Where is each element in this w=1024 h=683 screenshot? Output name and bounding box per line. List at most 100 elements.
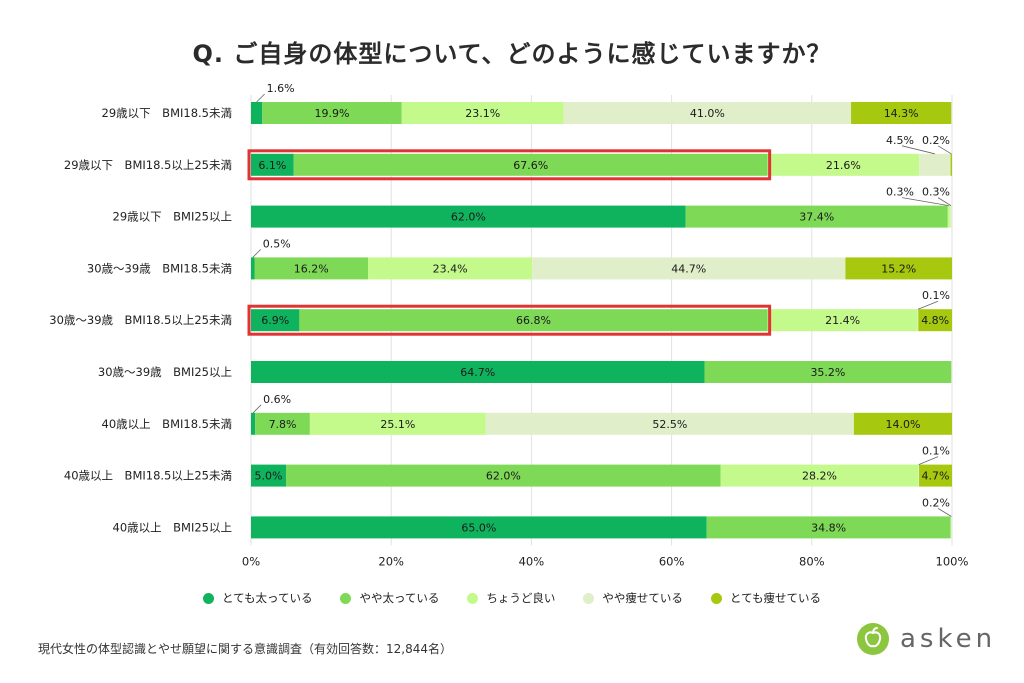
x-tick-label: 80% xyxy=(799,554,825,568)
x-tick-label: 20% xyxy=(378,554,404,568)
callout-label: 0.3% xyxy=(886,186,914,199)
row-label: 29歳以下 BMI25以上 xyxy=(113,210,232,224)
bars xyxy=(251,102,952,539)
row-labels: 29歳以下 BMI18.5未満 29歳以下 BMI18.5以上25未満 29歳以下 … xyxy=(49,106,232,534)
data-label: 34.8% xyxy=(811,521,846,534)
row-label: 30歳～39歳 BMI18.5未満 xyxy=(87,261,232,275)
callout-label: 0.2% xyxy=(922,134,950,147)
apple-logo-icon xyxy=(857,623,889,655)
bar-segment xyxy=(919,153,951,176)
data-label: 52.5% xyxy=(652,418,687,431)
data-label: 44.7% xyxy=(671,262,706,275)
legend-label: やや痩せている xyxy=(602,591,683,605)
bar-segment xyxy=(251,464,287,487)
data-label: 28.2% xyxy=(802,470,837,483)
bar-segment xyxy=(845,257,952,280)
bar-segment xyxy=(251,205,686,228)
callout-line xyxy=(937,197,952,206)
callout-line xyxy=(937,145,952,155)
callout-line xyxy=(918,456,939,465)
data-label: 25.1% xyxy=(380,418,415,431)
data-label: 62.0% xyxy=(486,470,521,483)
legend-swatch xyxy=(710,592,722,604)
data-label: 23.1% xyxy=(465,107,500,120)
data-label: 66.8% xyxy=(516,314,551,327)
legend-item: とても痩せている xyxy=(710,590,822,606)
row-label: 40歳以上 BMI25以上 xyxy=(113,520,232,534)
bar-segment xyxy=(251,516,707,539)
data-label: 14.3% xyxy=(884,107,919,120)
data-label: 16.2% xyxy=(294,262,329,275)
bar-segment xyxy=(767,153,920,176)
data-label: 14.0% xyxy=(885,418,920,431)
data-label: 5.0% xyxy=(255,470,283,483)
data-label: 67.6% xyxy=(513,159,548,172)
row-label: 29歳以下 BMI18.5以上25未満 xyxy=(64,158,232,172)
legend-item: やや太っている xyxy=(340,590,439,606)
data-labels: 19.9% 23.1% 41.0% 14.3% 1.6% 6.1% 67.6% 21.6% 4.… xyxy=(252,82,952,534)
bar-segment xyxy=(401,102,564,124)
bar-segment xyxy=(532,257,846,280)
callout-label: 0.5% xyxy=(263,237,291,250)
bar-segment xyxy=(720,464,919,487)
highlight-boxes xyxy=(247,149,772,336)
bar-segment xyxy=(947,205,950,228)
data-label: 6.1% xyxy=(258,159,286,172)
highlight-box xyxy=(247,304,772,336)
callout-label: 1.6% xyxy=(267,82,295,95)
bar-segment xyxy=(262,102,402,124)
bar-segment xyxy=(251,257,255,280)
legend-item: とても太っている xyxy=(202,590,313,606)
data-label: 62.0% xyxy=(451,211,486,224)
bar-segment xyxy=(918,309,952,332)
legend-item: ちょうど良い xyxy=(467,590,555,606)
bar-segment xyxy=(949,205,952,228)
callout-label: 0.3% xyxy=(922,186,950,199)
callout-line xyxy=(256,93,265,103)
bar-segment xyxy=(853,412,952,435)
bar-segment xyxy=(563,102,852,124)
data-label: 4.7% xyxy=(922,470,950,483)
x-tick-label: 40% xyxy=(519,554,545,568)
data-label: 41.0% xyxy=(690,107,725,120)
x-tick-label: 100% xyxy=(936,554,969,568)
bar-segment xyxy=(950,153,952,176)
row-label: 40歳以上 BMI18.5未満 xyxy=(102,417,232,431)
bar-segment xyxy=(368,257,533,280)
bar-segment xyxy=(685,205,948,228)
legend: とても太っている やや太っている ちょうど良い やや痩せている とても痩せている xyxy=(0,590,1024,606)
row-label: 29歳以下 BMI18.5未満 xyxy=(102,106,232,120)
data-label: 23.4% xyxy=(433,262,468,275)
data-label: 64.7% xyxy=(460,366,495,379)
legend-swatch xyxy=(202,592,214,604)
data-label: 21.6% xyxy=(826,159,861,172)
callout-line xyxy=(901,145,935,155)
legend-label: とても太っている xyxy=(221,591,313,605)
stacked-bar-chart: 19.9% 23.1% 41.0% 14.3% 1.6% 6.1% 67.6% 21.6% 4.… xyxy=(49,82,969,568)
bar-segment xyxy=(255,412,310,435)
row-label: 30歳～39歳 BMI25以上 xyxy=(98,365,232,379)
bar-segment xyxy=(251,309,300,332)
x-tick-label: 60% xyxy=(659,554,685,568)
legend-label: ちょうど良い xyxy=(486,591,556,605)
bar-segment xyxy=(251,361,705,383)
bar-segment xyxy=(918,464,920,487)
bar-segment xyxy=(706,516,951,539)
bar-segment xyxy=(251,153,294,176)
data-label: 35.2% xyxy=(810,366,845,379)
legend-swatch xyxy=(340,592,352,604)
bar-segment xyxy=(251,412,256,435)
callout-line xyxy=(252,404,262,414)
brand-name: asken xyxy=(900,624,997,654)
callout-label: 0.6% xyxy=(263,393,291,406)
data-label: 7.8% xyxy=(269,418,297,431)
data-label: 15.2% xyxy=(881,262,916,275)
bar-segment xyxy=(485,412,854,435)
x-tick-label: 0% xyxy=(242,554,260,568)
bar-segment xyxy=(251,102,263,124)
legend-label: とても痩せている xyxy=(729,591,822,605)
row-label: 30歳～39歳 BMI18.5以上25未満 xyxy=(49,313,232,327)
data-label: 37.4% xyxy=(799,211,834,224)
footnote: 現代女性の体型認識とやせ願望に関する意識調査（有効回答数：12,844名） xyxy=(38,642,452,656)
bar-segment xyxy=(299,309,768,332)
